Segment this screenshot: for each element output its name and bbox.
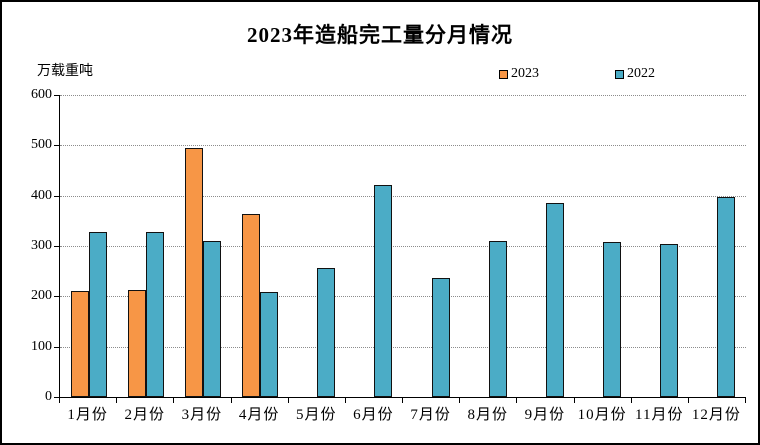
legend-item-2023: 2023 — [499, 66, 539, 82]
x-tick-mark-2 — [173, 398, 174, 403]
x-tick-mark-9 — [574, 398, 575, 403]
x-tick-mark-6 — [402, 398, 403, 403]
chart-title: 2023年造船完工量分月情况 — [247, 23, 513, 47]
plot-area — [59, 95, 746, 398]
x-tick-label-10: 10月份 — [577, 407, 627, 423]
x-tick-mark-3 — [231, 398, 232, 403]
x-tick-label-8: 8月份 — [467, 407, 508, 423]
bar-2023-1月份 — [71, 291, 89, 397]
y-tick-mark-200 — [54, 296, 59, 298]
legend-swatch-2022-icon — [615, 69, 624, 79]
x-tick-label-9: 9月份 — [524, 407, 566, 423]
x-tick-label-12: 12月份 — [691, 407, 741, 423]
bar-2023-4月份 — [242, 214, 260, 397]
x-tick-mark-11 — [688, 398, 689, 403]
x-tick-mark-5 — [345, 398, 346, 403]
y-tick-label-400: 400 — [31, 187, 52, 203]
y-tick-label-100: 100 — [31, 338, 52, 354]
y-tick-mark-400 — [54, 195, 59, 197]
legend-swatch-2023-icon — [499, 69, 508, 79]
x-tick-label-11: 11月份 — [635, 407, 684, 423]
x-tick-mark-0 — [59, 398, 60, 403]
y-tick-label-600: 600 — [31, 87, 52, 102]
x-tick-mark-7 — [459, 398, 460, 403]
bar-2022-8月份 — [489, 241, 507, 397]
y-tick-mark-0 — [54, 397, 59, 398]
x-tick-mark-12 — [745, 398, 746, 403]
y-tick-mark-100 — [54, 346, 59, 348]
x-tick-mark-10 — [631, 398, 632, 403]
bar-2022-7月份 — [432, 278, 450, 397]
x-tick-mark-8 — [516, 398, 517, 403]
y-axis-title: 万载重吨 — [37, 64, 93, 79]
bar-2022-9月份 — [546, 203, 564, 397]
gridline-200 — [60, 296, 746, 298]
y-tick-mark-600 — [54, 95, 59, 96]
bar-2023-3月份 — [185, 148, 203, 397]
bar-2022-3月份 — [203, 241, 221, 397]
x-tick-mark-4 — [288, 398, 289, 403]
legend-item-2022: 2022 — [615, 66, 655, 82]
gridline-500 — [60, 145, 746, 147]
gridline-600 — [60, 95, 746, 96]
x-tick-mark-1 — [116, 398, 117, 403]
bar-2022-5月份 — [317, 268, 335, 397]
gridline-100 — [60, 346, 746, 348]
y-tick-label-500: 500 — [31, 137, 52, 153]
bar-2022-10月份 — [603, 242, 621, 397]
x-tick-label-3: 3月份 — [181, 407, 223, 423]
x-tick-label-7: 7月份 — [410, 407, 451, 423]
bar-2022-1月份 — [89, 232, 107, 397]
legend-label-2023: 2023 — [511, 66, 539, 81]
x-tick-label-2: 2月份 — [124, 407, 165, 423]
x-tick-label-1: 1月份 — [67, 407, 108, 423]
legend-label-2022: 2022 — [627, 66, 655, 81]
bar-2022-12月份 — [717, 197, 735, 397]
bar-2022-4月份 — [260, 292, 278, 397]
y-tick-mark-300 — [54, 246, 59, 247]
y-tick-mark-500 — [54, 145, 59, 147]
gridline-400 — [60, 195, 746, 197]
y-tick-label-300: 300 — [31, 238, 52, 253]
bar-2022-2月份 — [146, 232, 164, 397]
x-tick-label-6: 6月份 — [353, 407, 394, 423]
x-tick-label-4: 4月份 — [238, 407, 280, 423]
y-tick-label-0: 0 — [45, 389, 52, 404]
bar-2023-2月份 — [128, 290, 146, 397]
gridline-300 — [60, 246, 746, 247]
x-tick-label-5: 5月份 — [295, 407, 337, 423]
legend: 2023 2022 — [499, 66, 655, 82]
y-tick-label-200: 200 — [31, 288, 52, 304]
bar-2022-11月份 — [660, 244, 678, 397]
bar-2022-6月份 — [374, 185, 392, 397]
